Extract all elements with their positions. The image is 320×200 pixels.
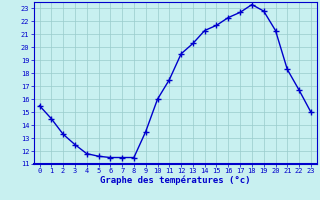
X-axis label: Graphe des températures (°c): Graphe des températures (°c) xyxy=(100,176,251,185)
